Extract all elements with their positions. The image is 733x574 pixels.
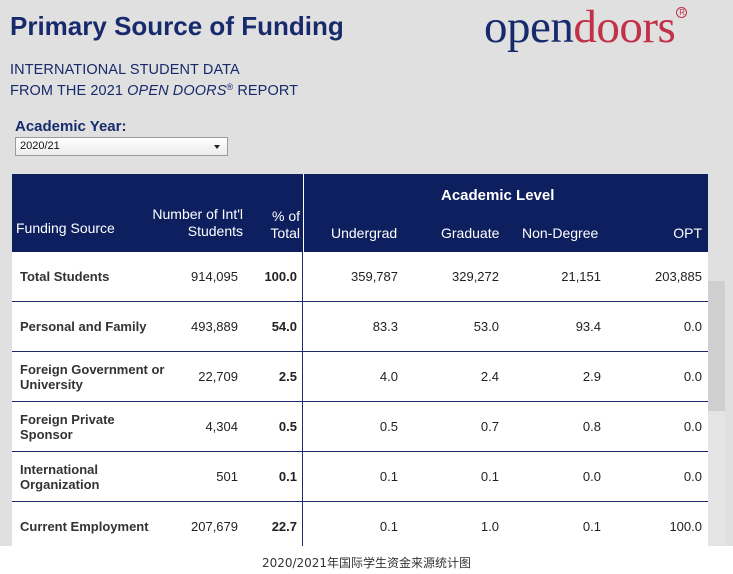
cell-opt: 0.0 xyxy=(683,469,702,484)
image-caption: 2020/2021年国际学生资金来源统计图 xyxy=(261,556,472,570)
dashboard-panel: Primary Source of Funding opendoors R IN… xyxy=(0,0,733,546)
cell-nondegree: 0.0 xyxy=(582,469,601,484)
cell-nondegree: 93.4 xyxy=(575,319,601,334)
header-graduate[interactable]: Graduate xyxy=(441,225,500,241)
scrollbar-track[interactable] xyxy=(708,281,725,411)
cell-graduate: 1.0 xyxy=(480,519,499,534)
subtitle-line1: INTERNATIONAL STUDENT DATA xyxy=(10,62,240,78)
cell-pct: 0.5 xyxy=(278,419,297,434)
subtitle-line2: FROM THE 2021 OPEN DOORS® REPORT xyxy=(10,82,299,99)
header-pct-total[interactable]: % of Total xyxy=(270,208,300,241)
cell-number: 914,095 xyxy=(191,269,238,284)
cell-pct: 54.0 xyxy=(271,319,297,334)
cell-number: 4,304 xyxy=(205,419,238,434)
cell-undergrad: 0.1 xyxy=(379,519,398,534)
academic-year-select[interactable]: 2020/21 xyxy=(15,137,228,156)
opendoors-logo: opendoors R xyxy=(484,0,688,54)
funding-table: Academic Level Funding Source Number of … xyxy=(12,174,708,546)
cell-opt: 0.0 xyxy=(683,319,702,334)
table-header: Academic Level Funding Source Number of … xyxy=(12,174,708,252)
table-row: Current Employment 207,679 22.7 0.1 1.0 0.1 10… xyxy=(12,502,708,546)
header-nondegree[interactable]: Non-Degree xyxy=(522,225,599,241)
cell-number: 493,889 xyxy=(191,319,238,334)
cell-pct: 22.7 xyxy=(271,519,297,534)
cell-nondegree: 2.9 xyxy=(582,369,601,384)
cell-funding-source: Foreign Government or University xyxy=(20,362,165,392)
chevron-down-icon xyxy=(214,145,220,149)
cell-graduate: 2.4 xyxy=(480,369,499,384)
cell-funding-source: Total Students xyxy=(20,269,110,284)
academic-year-label: Academic Year: xyxy=(15,118,127,135)
cell-funding-source: Personal and Family xyxy=(20,319,147,334)
cell-opt: 0.0 xyxy=(683,369,702,384)
cell-funding-source: Foreign Private Sponsor xyxy=(20,412,115,442)
cell-pct: 100.0 xyxy=(264,269,297,284)
cell-number: 207,679 xyxy=(191,519,238,534)
cell-nondegree: 0.8 xyxy=(582,419,601,434)
cell-nondegree: 21,151 xyxy=(561,269,601,284)
cell-undergrad: 4.0 xyxy=(379,369,398,384)
cell-undergrad: 0.5 xyxy=(379,419,398,434)
cell-opt: 100.0 xyxy=(669,519,702,534)
cell-undergrad: 83.3 xyxy=(372,319,398,334)
cell-graduate: 53.0 xyxy=(473,319,499,334)
header-academic-level: Academic Level xyxy=(441,187,555,204)
table-row: Total Students 914,095 100.0 359,787 329,272… xyxy=(12,252,708,302)
cell-undergrad: 359,787 xyxy=(351,269,398,284)
cell-pct: 2.5 xyxy=(278,369,297,384)
table-row: Foreign Government or University 22,709 2.5… xyxy=(12,352,708,402)
academic-year-value: 2020/21 xyxy=(20,140,60,152)
cell-graduate: 329,272 xyxy=(452,269,499,284)
page-title: Primary Source of Funding xyxy=(10,11,344,41)
registered-mark-icon: R xyxy=(676,7,688,18)
cell-graduate: 0.7 xyxy=(480,419,499,434)
cell-opt: 0.0 xyxy=(683,419,702,434)
table-row: Foreign Private Sponsor 4,304 0.5 0.5 0.7 0.8 0… xyxy=(12,402,708,452)
header-number-students[interactable]: Number of Int'l Students xyxy=(152,206,243,239)
scrollbar-thumb[interactable] xyxy=(708,411,725,546)
header-funding-source[interactable]: Funding Source xyxy=(16,220,115,236)
cell-nondegree: 0.1 xyxy=(582,519,601,534)
table-row: International Organization 501 0.1 0.1 0.1 0.0… xyxy=(12,452,708,502)
cell-number: 22,709 xyxy=(198,369,238,384)
header-undergrad[interactable]: Undergrad xyxy=(331,225,398,241)
cell-opt: 203,885 xyxy=(655,269,702,284)
cell-undergrad: 0.1 xyxy=(379,469,398,484)
cell-number: 501 xyxy=(216,469,238,484)
cell-graduate: 0.1 xyxy=(480,469,499,484)
header-opt[interactable]: OPT xyxy=(673,225,702,241)
cell-funding-source: International Organization xyxy=(20,462,100,492)
table-row: Personal and Family 493,889 54.0 83.3 53.0 93… xyxy=(12,302,708,352)
cell-funding-source: Current Employment xyxy=(20,519,149,534)
cell-pct: 0.1 xyxy=(278,469,297,484)
